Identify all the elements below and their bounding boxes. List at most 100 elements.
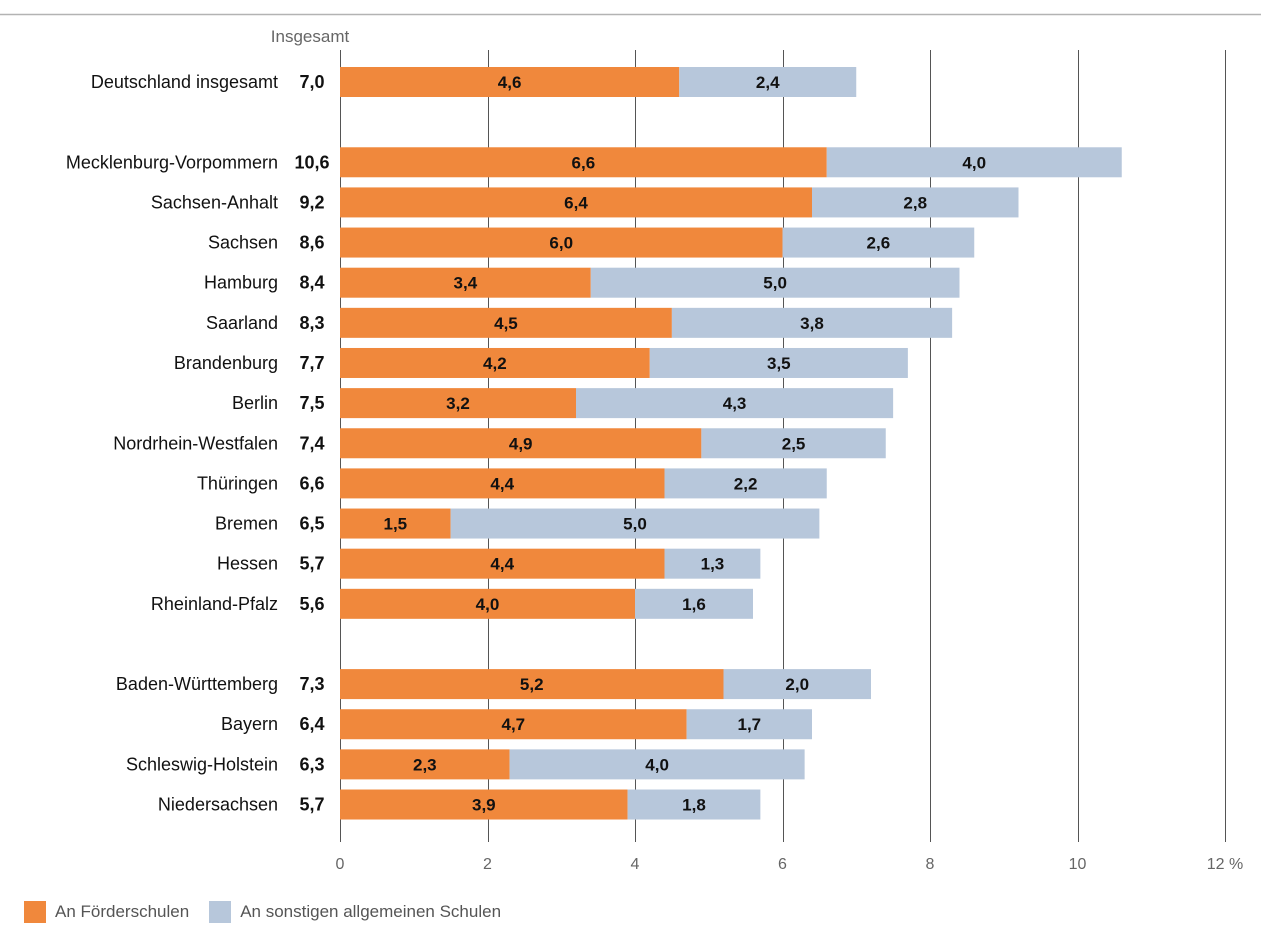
category-label: Hamburg xyxy=(204,273,278,293)
bar-foerderschulen xyxy=(340,709,687,740)
legend-item-sonstige-schulen: An sonstigen allgemeinen Schulen xyxy=(209,901,501,923)
data-label: 4,2 xyxy=(483,354,507,373)
bar-foerderschulen xyxy=(340,669,724,700)
data-label: 5,2 xyxy=(520,675,544,694)
data-label: 1,3 xyxy=(701,555,725,574)
bar-foerderschulen xyxy=(340,147,827,178)
data-label: 6,6 xyxy=(572,153,596,172)
bar-foerderschulen xyxy=(340,227,783,258)
data-label: 4,5 xyxy=(494,314,518,333)
bar-foerderschulen xyxy=(340,67,680,97)
bar-foerderschulen xyxy=(340,468,665,499)
data-label: 3,9 xyxy=(472,796,496,815)
data-label: 4,4 xyxy=(490,474,514,493)
category-label: Niedersachsen xyxy=(158,795,278,815)
data-label: 2,0 xyxy=(785,675,809,694)
data-label: 4,3 xyxy=(723,394,747,413)
x-tick-label: 6 xyxy=(778,856,787,873)
bar-sonstige-schulen xyxy=(701,428,886,459)
data-label: 5,0 xyxy=(763,274,787,293)
data-label: 2,8 xyxy=(903,193,927,212)
x-tick-label: 10 xyxy=(1069,856,1087,873)
data-label: 2,5 xyxy=(782,434,806,453)
bar-foerderschulen xyxy=(340,187,812,218)
data-label: 4,0 xyxy=(645,755,669,774)
data-label: 3,8 xyxy=(800,314,824,333)
data-label: 2,3 xyxy=(413,755,437,774)
total-value-label: 7,5 xyxy=(299,393,324,413)
legend-label-sonstige-schulen: An sonstigen allgemeinen Schulen xyxy=(240,902,502,921)
x-tick-label: 2 xyxy=(483,856,492,873)
total-value-label: 7,7 xyxy=(299,353,324,373)
bar-sonstige-schulen xyxy=(450,508,820,539)
bar-foerderschulen xyxy=(340,588,635,619)
category-label: Sachsen-Anhalt xyxy=(151,192,278,212)
bar-sonstige-schulen xyxy=(664,468,827,499)
category-label: Deutschland insgesamt xyxy=(91,72,278,92)
total-value-label: 6,6 xyxy=(299,473,324,493)
bar-sonstige-schulen xyxy=(509,749,805,780)
total-value-label: 6,4 xyxy=(299,714,324,734)
bar-sonstige-schulen xyxy=(664,548,761,579)
category-label: Nordrhein-Westfalen xyxy=(113,433,278,453)
x-tick-label: 4 xyxy=(631,856,640,873)
category-label: Brandenburg xyxy=(174,353,278,373)
category-label: Hessen xyxy=(217,554,278,574)
data-label: 1,5 xyxy=(383,515,407,534)
data-label: 4,9 xyxy=(509,434,533,453)
bar-sonstige-schulen xyxy=(590,267,960,298)
data-label: 4,0 xyxy=(476,595,500,614)
data-label: 6,0 xyxy=(549,234,573,253)
total-value-label: 8,4 xyxy=(299,273,324,293)
category-label: Rheinland-Pfalz xyxy=(151,594,278,614)
total-value-label: 7,3 xyxy=(299,674,324,694)
data-label: 4,6 xyxy=(498,73,522,92)
data-label: 3,2 xyxy=(446,394,470,413)
legend-label-foerderschulen: An Förderschulen xyxy=(55,902,190,921)
data-label: 6,4 xyxy=(564,193,588,212)
bar-foerderschulen xyxy=(340,508,451,539)
category-label: Bayern xyxy=(221,714,278,734)
data-label: 4,0 xyxy=(962,153,986,172)
total-value-label: 7,0 xyxy=(299,72,324,92)
category-label: Saarland xyxy=(206,313,278,333)
bar-sonstige-schulen xyxy=(826,147,1122,178)
total-value-label: 6,3 xyxy=(299,754,324,774)
data-label: 2,6 xyxy=(867,234,891,253)
bar-sonstige-schulen xyxy=(671,307,953,338)
bar-foerderschulen xyxy=(340,548,665,579)
category-label: Thüringen xyxy=(197,473,278,493)
total-value-label: 9,2 xyxy=(299,192,324,212)
bar-foerderschulen xyxy=(340,388,576,419)
data-label: 2,2 xyxy=(734,474,758,493)
bar-sonstige-schulen xyxy=(576,388,894,419)
data-label: 1,6 xyxy=(682,595,706,614)
legend-swatch-foerderschulen xyxy=(24,901,46,923)
data-label: 3,5 xyxy=(767,354,791,373)
data-label: 1,8 xyxy=(682,796,706,815)
data-label: 4,7 xyxy=(501,715,525,734)
total-value-label: 6,5 xyxy=(299,514,324,534)
total-value-label: 7,4 xyxy=(299,433,324,453)
x-tick-label: 12 % xyxy=(1207,856,1243,873)
category-label: Berlin xyxy=(232,393,278,413)
bar-sonstige-schulen xyxy=(686,709,812,740)
bar-foerderschulen xyxy=(340,267,591,298)
total-value-label: 8,6 xyxy=(299,233,324,253)
total-value-label: 10,6 xyxy=(294,152,329,172)
total-value-label: 5,6 xyxy=(299,594,324,614)
category-label: Sachsen xyxy=(208,233,278,253)
bar-sonstige-schulen xyxy=(649,347,908,378)
category-label: Mecklenburg-Vorpommern xyxy=(66,152,278,172)
category-label: Baden-Württemberg xyxy=(116,674,278,694)
bar-sonstige-schulen xyxy=(812,187,1019,218)
bar-sonstige-schulen xyxy=(679,67,857,97)
total-value-label: 8,3 xyxy=(299,313,324,333)
x-tick-label: 0 xyxy=(336,856,345,873)
bar-foerderschulen xyxy=(340,307,672,338)
total-column-header: Insgesamt xyxy=(271,27,350,46)
legend-item-foerderschulen: An Förderschulen xyxy=(24,901,189,923)
x-tick-label: 8 xyxy=(926,856,935,873)
data-label: 3,4 xyxy=(454,274,478,293)
